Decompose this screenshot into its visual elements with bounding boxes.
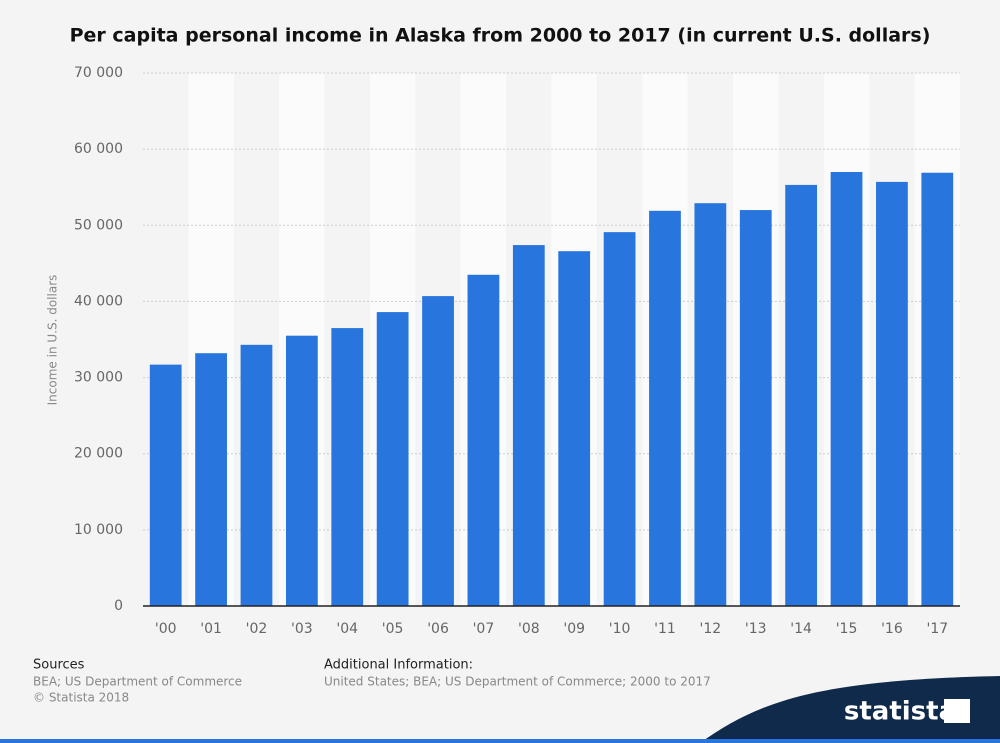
- x-tick-label: '17: [926, 621, 948, 637]
- y-tick-label: 60 000: [74, 141, 123, 157]
- bar: [376, 312, 409, 606]
- x-tick-label: '07: [473, 621, 495, 637]
- x-tick-label: '11: [654, 621, 676, 637]
- y-tick-label: 50 000: [74, 217, 123, 233]
- bar: [603, 232, 636, 607]
- sources-title: Sources: [33, 658, 85, 673]
- bar: [558, 251, 591, 606]
- x-tick-label: '01: [200, 621, 222, 637]
- info-title: Additional Information:: [324, 658, 473, 673]
- x-tick-label: '12: [700, 621, 722, 637]
- x-tick-label: '00: [155, 621, 177, 637]
- y-tick-label: 10 000: [74, 522, 123, 538]
- sources: BEA; US Department of Commerce: [33, 675, 242, 689]
- x-tick-label: '14: [790, 621, 812, 637]
- bar: [512, 245, 545, 606]
- y-tick-label: 70 000: [74, 65, 123, 81]
- y-tick-label: 30 000: [74, 370, 123, 386]
- logo-icon: [944, 699, 970, 723]
- bar: [694, 203, 727, 606]
- x-tick-label: '05: [382, 621, 404, 637]
- bar: [240, 344, 273, 606]
- y-tick-label: 20 000: [74, 446, 123, 462]
- footer-wave: [700, 676, 1000, 743]
- bar: [739, 210, 772, 607]
- y-axis-label: Income in U.S. dollars: [46, 275, 60, 406]
- bar: [649, 210, 681, 606]
- bar: [876, 181, 908, 607]
- bar: [921, 172, 954, 607]
- x-tick-label: '09: [563, 621, 585, 637]
- bar: [467, 274, 500, 606]
- y-tick-label: 0: [114, 598, 123, 614]
- bar: [830, 171, 863, 606]
- logo: statista: [844, 697, 956, 727]
- x-tick-label: '13: [745, 621, 767, 637]
- x-tick-label: '16: [881, 621, 903, 637]
- y-tick-label: 40 000: [74, 293, 123, 309]
- copyright: © Statista 2018: [33, 691, 129, 705]
- x-tick-label: '15: [836, 621, 858, 637]
- bar: [285, 335, 318, 606]
- x-tick-label: '08: [518, 621, 540, 637]
- chart-title: Per capita personal income in Alaska fro…: [70, 25, 931, 47]
- info: United States; BEA; US Department of Com…: [324, 675, 711, 689]
- bar: [195, 353, 227, 606]
- footer-line: [0, 739, 1000, 743]
- x-tick-label: '06: [427, 621, 449, 637]
- bar: [149, 364, 182, 606]
- x-tick-label: '02: [246, 621, 268, 637]
- x-tick-label: '04: [336, 621, 358, 637]
- bar: [785, 184, 818, 606]
- x-tick-label: '03: [291, 621, 313, 637]
- x-tick-label: '10: [609, 621, 631, 637]
- bar: [422, 296, 454, 606]
- bar: [331, 328, 364, 606]
